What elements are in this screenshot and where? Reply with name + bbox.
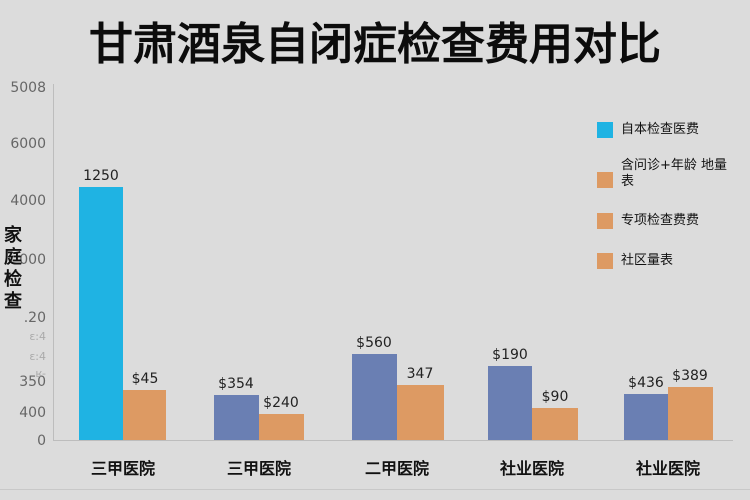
- bar: [532, 408, 578, 440]
- bar: [214, 395, 259, 440]
- x-tick-label: 二甲医院: [364, 459, 429, 478]
- x-tick-label: 三甲医院: [226, 459, 291, 478]
- bar-value-label: $240: [263, 395, 299, 411]
- y-tick-label: 5008: [10, 80, 46, 96]
- legend-item: 专项检查费费: [597, 213, 731, 229]
- bar: [397, 385, 444, 440]
- bar: [259, 414, 304, 440]
- y-axis-line: [53, 84, 54, 441]
- x-tick-label: 社业医院: [635, 459, 700, 478]
- bar: [352, 354, 397, 440]
- legend-label: 社区量表: [621, 253, 674, 268]
- legend-swatch: [597, 172, 613, 188]
- legend-item: 社区量表: [597, 253, 731, 269]
- y-tick-faint: ɛ:4: [29, 330, 46, 343]
- bar-value-label: $560: [356, 335, 392, 351]
- bar: [123, 390, 166, 440]
- legend-label: 专项检查费费: [621, 213, 700, 228]
- y-tick-label: 6000: [10, 136, 46, 152]
- y-tick-label: 350: [19, 374, 46, 390]
- legend-swatch: [597, 122, 613, 138]
- legend-item: 含问诊+年龄 地量表: [597, 158, 731, 190]
- bar-value-label: $436: [628, 375, 664, 391]
- y-tick-label: .20: [23, 310, 46, 326]
- legend-item: 自本检查医费: [597, 122, 731, 138]
- bottom-divider: [0, 489, 750, 490]
- bar-value-label: $389: [672, 368, 708, 384]
- y-tick-faint: ɛ:4: [29, 350, 46, 363]
- legend-swatch: [597, 253, 613, 269]
- legend-swatch: [597, 213, 613, 229]
- bar-value-label: $190: [492, 347, 528, 363]
- y-tick-faint: ʁ-: [35, 367, 46, 380]
- bar: [668, 387, 713, 440]
- y-axis-label: 家庭检查: [4, 225, 22, 312]
- y-tick-label: 0: [37, 433, 46, 449]
- bar-value-label: $45: [131, 371, 159, 387]
- x-tick-label: 三甲医院: [90, 459, 155, 478]
- y-tick-label: 000: [19, 252, 46, 268]
- bar-value-label: $90: [541, 389, 569, 405]
- y-tick-label: 4000: [10, 193, 46, 209]
- x-axis-line: [53, 440, 733, 441]
- bar: [79, 187, 123, 440]
- x-tick-label: 社业医院: [499, 459, 564, 478]
- bar-value-label: $354: [218, 376, 254, 392]
- legend-label: 含问诊+年龄 地量表: [621, 158, 728, 189]
- bar: [488, 366, 532, 440]
- y-tick-label: 400: [19, 405, 46, 421]
- legend-label: 自本检查医费: [621, 122, 700, 137]
- bar-value-label: 347: [406, 366, 434, 382]
- bar: [624, 394, 668, 440]
- chart-title: 甘肃酒泉自闭症检查费用对比: [89, 19, 661, 70]
- bar-value-label: 1250: [83, 168, 119, 184]
